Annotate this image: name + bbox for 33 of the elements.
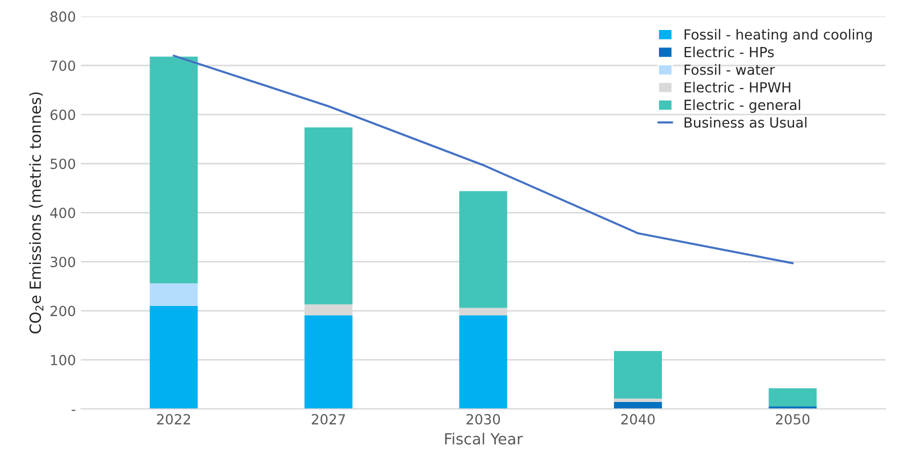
y-tick-label: 100 [51, 354, 76, 366]
legend-label: Electric - HPWH [684, 82, 790, 93]
bar [150, 56, 198, 284]
y-tick-label: 400 [50, 208, 76, 218]
y-tick-label: - [72, 410, 76, 411]
bar [614, 351, 662, 399]
legend-label: Fossil - water [684, 64, 775, 75]
bar [304, 127, 352, 304]
y-tick-label: 700 [50, 60, 76, 71]
x-tick-label: 2040 [621, 414, 655, 425]
bar [459, 315, 508, 409]
bar [614, 398, 662, 402]
legend-label: Electric - HPs [684, 46, 774, 58]
y-tick-label: 300 [50, 256, 76, 268]
x-tick-label: 2030 [466, 414, 500, 425]
x-tick-label: 2050 [776, 414, 810, 425]
legend-label: Business as Usual [684, 116, 806, 128]
y-tick-label: 800 [50, 11, 76, 22]
bar [614, 402, 662, 409]
y-tick-label: 200 [50, 306, 76, 316]
legend-label: Fossil - heating and cooling [684, 28, 872, 42]
y-tick-label: 600 [50, 110, 76, 120]
x-tick-label: 2027 [312, 414, 345, 425]
legend-label: Electric - general [684, 99, 800, 113]
y-tick-label: 500 [50, 158, 76, 170]
y-axis-title: CO$_{2}$e Emissions (metric tonnes) [29, 92, 44, 334]
bar [304, 315, 352, 409]
bar [768, 388, 817, 406]
bar [150, 306, 198, 409]
bar [459, 191, 508, 308]
x-axis-title: Fiscal Year [445, 432, 523, 445]
bar [150, 283, 198, 306]
x-tick-label: 2022 [157, 414, 190, 425]
